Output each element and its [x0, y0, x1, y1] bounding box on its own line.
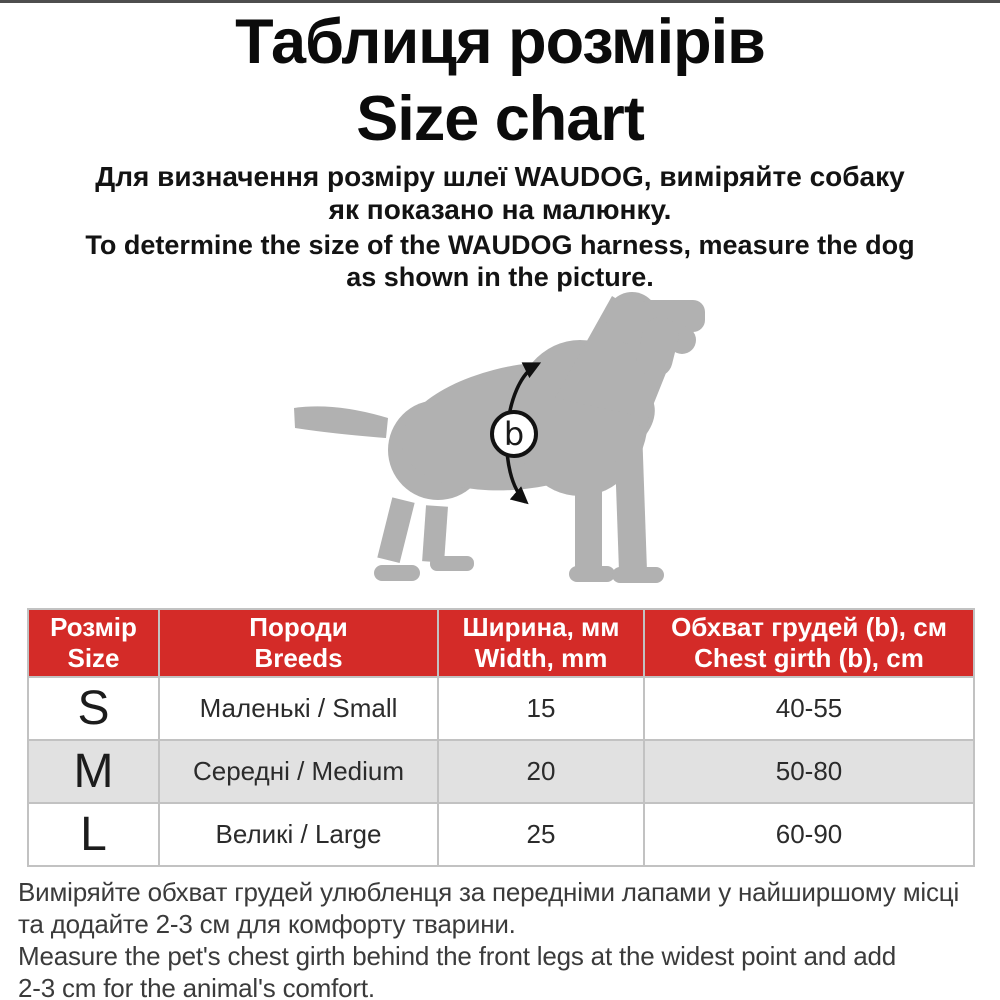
chest-girth-measure-arc: b [490, 362, 542, 505]
cell-size-s: S [27, 676, 160, 741]
cell-size-l: L [27, 802, 160, 867]
cell-width-l: 25 [437, 802, 645, 867]
table-row-m: M Середні / Medium 20 50-80 [27, 739, 975, 804]
page-title: Таблиця розмірів Size chart [0, 4, 1000, 158]
cell-breeds-m: Середні / Medium [158, 739, 439, 804]
cell-girth-s: 40-55 [643, 676, 975, 741]
size-chart-table: Розмір Size Породи Breeds Ширина, мм Wid… [27, 608, 975, 867]
cell-width-m: 20 [437, 739, 645, 804]
header-breeds-uk: Породи [249, 612, 348, 642]
dog-silhouette-image: b [294, 292, 705, 583]
cell-width-s: 15 [437, 676, 645, 741]
header-breeds: Породи Breeds [158, 608, 439, 678]
instructions-en-line-1: Measure the pet's chest girth behind the… [18, 941, 897, 971]
header-size-uk: Розмір [50, 612, 137, 642]
table-row-s: S Маленькі / Small 15 40-55 [27, 676, 975, 741]
intro-en-line-2: as shown in the picture. [346, 262, 654, 292]
size-table-header: Розмір Size Породи Breeds Ширина, мм Wid… [27, 608, 975, 678]
header-width-uk: Ширина, мм [462, 612, 620, 642]
cell-girth-m: 50-80 [643, 739, 975, 804]
intro-uk-line-2: як показано на малюнку. [328, 194, 672, 225]
header-size: Розмір Size [27, 608, 160, 678]
top-divider [0, 0, 1000, 3]
cell-breeds-s: Маленькі / Small [158, 676, 439, 741]
header-chest-girth-en: Chest girth (b), cm [694, 643, 924, 673]
cell-girth-l: 60-90 [643, 802, 975, 867]
instructions-uk-line-1: Виміряйте обхват грудей улюбленця за пер… [18, 877, 960, 907]
instructions-uk-line-2: та додайте 2-3 см для комфорту тварини. [18, 909, 516, 939]
measuring-instructions: Виміряйте обхват грудей улюбленця за пер… [18, 876, 993, 1000]
header-width: Ширина, мм Width, mm [437, 608, 645, 678]
dog-measurement-figure: b [250, 278, 750, 598]
intro-text: Для визначення розміру шлеї WAUDOG, вимі… [0, 160, 1000, 293]
intro-uk-line-1: Для визначення розміру шлеї WAUDOG, вимі… [95, 161, 905, 192]
intro-en-line-1: To determine the size of the WAUDOG harn… [85, 230, 915, 260]
header-width-en: Width, mm [474, 643, 608, 673]
page-title-uk: Таблиця розмірів [235, 7, 766, 77]
measurement-point-label: b [504, 415, 524, 453]
header-breeds-en: Breeds [254, 643, 343, 673]
table-row-l: L Великі / Large 25 60-90 [27, 802, 975, 867]
cell-size-m: M [27, 739, 160, 804]
measurement-point-circle [490, 410, 538, 458]
dog-silhouette [294, 292, 705, 583]
header-chest-girth-uk: Обхват грудей (b), см [671, 612, 947, 642]
page-title-en: Size chart [356, 84, 645, 154]
header-chest-girth: Обхват грудей (b), см Chest girth (b), c… [643, 608, 975, 678]
cell-breeds-l: Великі / Large [158, 802, 439, 867]
header-size-en: Size [67, 643, 120, 673]
instructions-en-line-2: 2-3 cm for the animal's comfort. [18, 973, 375, 1000]
